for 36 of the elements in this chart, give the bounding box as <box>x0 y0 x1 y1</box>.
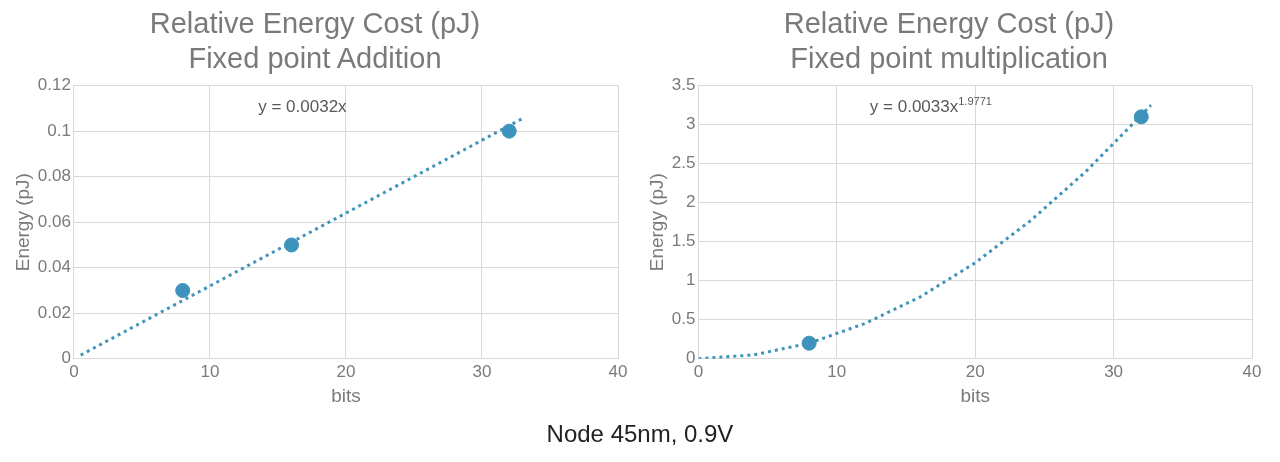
x-axis-title: bits <box>960 384 991 406</box>
y-tick-label: 0.08 <box>37 166 71 186</box>
y-tick-label: 0.02 <box>37 302 71 322</box>
x-axis-title: bits <box>331 384 361 406</box>
y-tick-label: 1.5 <box>671 231 696 251</box>
chart-subtitle: Fixed point multiplication <box>790 42 1108 75</box>
y-tick-label: 0.5 <box>671 309 696 329</box>
x-tick-label: 20 <box>965 361 985 381</box>
point <box>175 283 191 298</box>
y-tick-label: 2.5 <box>671 153 696 173</box>
point <box>501 123 517 139</box>
y-tick-label: 0 <box>61 348 71 368</box>
y-tick-label: 1 <box>685 270 696 290</box>
y-tick-label: 0 <box>685 348 696 368</box>
x-tick-label: 30 <box>1104 361 1124 381</box>
chart-title: Relative Energy Cost (pJ) <box>783 7 1115 40</box>
x-tick-label: 10 <box>827 361 847 381</box>
chart-title: Relative Energy Cost (pJ) <box>149 7 481 40</box>
x-tick-label: 10 <box>200 361 220 381</box>
text: Node 45nm, 0.9V <box>545 420 735 448</box>
y-axis-title: Energy (pJ) <box>645 173 667 272</box>
y-axis-title: Energy (pJ) <box>11 173 33 272</box>
y-tick-label: 0.04 <box>37 257 71 277</box>
x-tick-label: 30 <box>472 361 492 381</box>
y-tick-label: 3.5 <box>671 75 696 95</box>
y-tick-label: 2 <box>685 192 696 212</box>
y-tick-label: 3 <box>685 114 696 134</box>
annotation: y = 0.0032x <box>258 96 348 116</box>
y-tick-label: 0.1 <box>47 120 71 140</box>
point <box>284 237 300 253</box>
x-tick-label: 40 <box>1242 361 1262 381</box>
x-tick-label: 20 <box>336 361 356 381</box>
chart-subtitle: Fixed point Addition <box>188 42 442 75</box>
y-tick-label: 0.12 <box>37 75 71 95</box>
y-tick-label: 0.06 <box>37 211 71 231</box>
x-tick-label: 40 <box>608 361 628 381</box>
